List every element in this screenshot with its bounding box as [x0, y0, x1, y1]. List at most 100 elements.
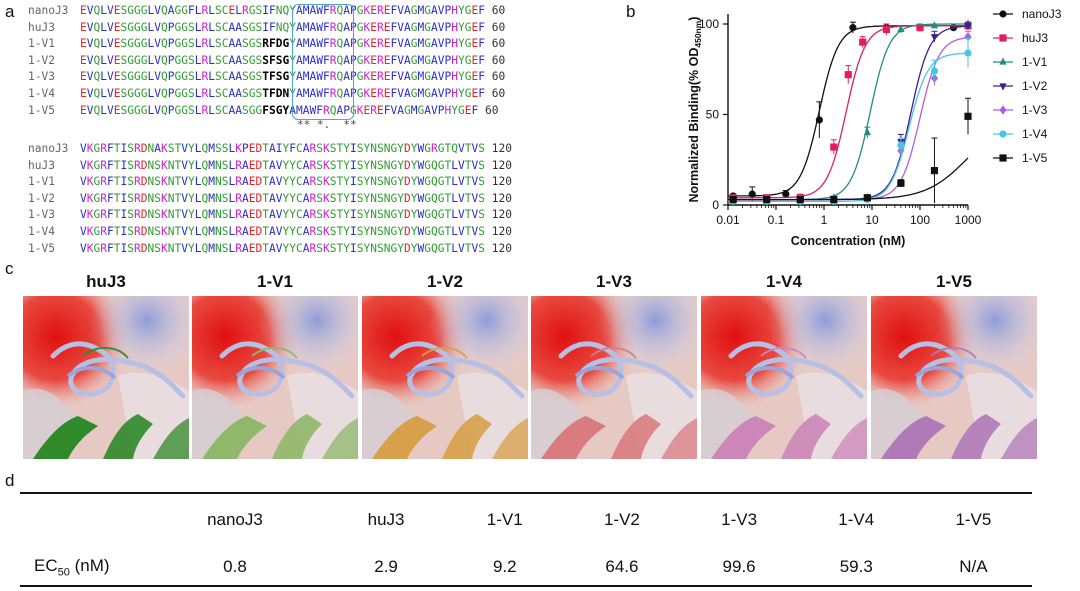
- structure-render: [871, 296, 1037, 459]
- ec50-corner-cell: [20, 495, 144, 545]
- binding-curve-chart: 0.01 0.1 1 10 100 1000 0 50 100 Concentration (nM…: [687, 7, 1062, 248]
- data-point: [863, 194, 871, 202]
- sequence-residues: VKGRFTISRDNSKNTVYLQMNSLRAEDTAVYYCARSKSTY…: [80, 191, 485, 205]
- sequence-residues: VKGRFTISRDNSKNTVYLQMNSLRAEDTAVYYCARSKSTY…: [80, 175, 485, 189]
- structure-render: [362, 296, 528, 459]
- ec50-header-row: nanoJ3 huJ3 1-V1 1-V2 1-V3 1-V4 1-V5: [20, 495, 1032, 545]
- structure-title: 1-V4: [766, 272, 802, 291]
- sequence-residues: VKGRFTISRDNSKNTVYLQMNSLRAEDTAVYYCARSKSTY…: [80, 241, 485, 255]
- sequence-position: 120: [485, 241, 512, 255]
- data-point: [897, 179, 905, 187]
- alignment-row: nanoJ3 VKGRFTISRDNAKSTVYLQMSSLKPEDTAIYFCA…: [28, 141, 512, 158]
- ec50-header-nanoJ3: nanoJ3: [207, 510, 263, 529]
- sequence-residues: EVQLVESGGGLVQPGGSLRLSCAASGSRFDGYAMAWFRQA…: [80, 37, 485, 51]
- structure-render: [531, 296, 697, 459]
- data-point: [859, 38, 867, 46]
- ec50-header-1-V1: 1-V1: [486, 510, 523, 529]
- data-point: [964, 23, 972, 31]
- sequence-position: 120: [485, 224, 512, 238]
- legend-marker: [999, 57, 1007, 65]
- sequence-name: 1-V5: [28, 241, 55, 255]
- legend-marker: [999, 10, 1007, 18]
- legend-label-nanoJ3: nanoJ3: [1022, 7, 1062, 21]
- data-point: [930, 21, 939, 29]
- sequence-residues: VKGRFTISRDNAKSTVYLQMSSLKPEDTAIYFCARSKSTY…: [80, 142, 485, 155]
- alignment-row: huJ3 EVQLVESGGGLVQPGGSLRLSCAASGSIFNQYAMAW…: [28, 20, 505, 37]
- series-1-V5: [728, 97, 971, 204]
- table-top-rule: [20, 492, 1032, 494]
- sequence-name: nanoJ3: [28, 142, 69, 155]
- data-point: [897, 24, 905, 33]
- legend-label-1-V4: 1-V4: [1022, 127, 1048, 141]
- data-point: [830, 195, 838, 204]
- sequence-residues: EVQLVESGGGLVQPGGSLRLSCAASGSSFSGYAMAWFRQA…: [80, 53, 485, 67]
- sequence-position: 120: [485, 142, 512, 155]
- data-point: [897, 141, 905, 149]
- data-point: [882, 25, 891, 34]
- panel-label-c: c: [5, 259, 14, 278]
- data-point: [844, 71, 852, 79]
- sequence-residues: EVQLVESGGGLVQPGGSLRLSCAASGSTFSGYAMAWFRQA…: [80, 70, 485, 84]
- cdr1-highlight-box: [292, 4, 354, 120]
- legend-label-huJ3: huJ3: [1022, 31, 1048, 45]
- ec50-header-1-V5: 1-V5: [955, 510, 992, 529]
- y-tick-label: 0: [712, 198, 719, 212]
- ec50-value-1-V5: N/A: [959, 557, 988, 576]
- ec50-label-sub: 50: [57, 566, 70, 579]
- conservation-markers: ** *. **: [297, 118, 357, 131]
- sequence-name: 1-V2: [28, 191, 55, 205]
- sequence-position: 120: [485, 175, 512, 189]
- y-axis-label-sub: 450nm: [693, 20, 703, 47]
- ec50-value-row: EC50 (nM) 0.8 2.9 9.2 64.6 99.6 59.3 N/A: [20, 545, 1032, 589]
- alignment-row: 1-V5 VKGRFTISRDNSKNTVYLQMNSLRAEDTAVYYCARS…: [28, 241, 512, 258]
- structure-title: 1-V1: [257, 272, 293, 291]
- panel-label-a: a: [5, 2, 15, 21]
- data-point: [964, 49, 972, 57]
- structure-render: [701, 296, 867, 459]
- ec50-table: nanoJ3 huJ3 1-V1 1-V2 1-V3 1-V4 1-V5 EC5…: [20, 495, 1032, 589]
- alignment-row: 1-V4 VKGRFTISRDNSKNTVYLQMNSLRAEDTAVYYCARS…: [28, 224, 512, 241]
- x-tick-label: 10: [865, 213, 879, 227]
- data-point: [849, 24, 857, 32]
- ec50-header-1-V3: 1-V3: [721, 510, 758, 529]
- x-tick-label: 0.1: [768, 213, 785, 227]
- x-tick-label: 1: [821, 213, 828, 227]
- legend-marker: [999, 130, 1007, 138]
- ec50-label-main: EC: [34, 555, 58, 575]
- sequence-position: 60: [485, 4, 506, 17]
- structure-image: [871, 296, 1037, 459]
- sequence-name: 1-V3: [28, 70, 55, 84]
- x-tick-label: 1000: [955, 213, 982, 227]
- alignment-row: huJ3 VKGRFTISRDNSKNTVYLQMNSLRAEDTAVYYCARS…: [28, 158, 512, 175]
- sequence-residues: EVQLVESGGGLVQPGGSLRLSCAASGGFSGYAMAWFRQAP…: [80, 103, 479, 117]
- ec50-row-label: EC50 (nM): [20, 545, 144, 589]
- y-axis-label: Normalized Binding(% OD450nm): [687, 17, 703, 203]
- structure-image: [701, 296, 867, 459]
- sequence-position: 120: [485, 158, 512, 172]
- ec50-value-nanoJ3: 0.8: [223, 557, 247, 576]
- data-point: [964, 112, 972, 120]
- data-point: [796, 195, 804, 204]
- panel-label-d: d: [5, 471, 15, 490]
- data-point: [916, 24, 924, 32]
- alignment-row: nanoJ3 EVQLVESGGGLVQAGGFLRLSCELRGSIFNQYAM…: [28, 3, 505, 20]
- sequence-name: nanoJ3: [28, 4, 69, 17]
- structure-title: huJ3: [86, 272, 126, 291]
- sequence-position: 60: [485, 20, 506, 34]
- sequence-name: 1-V3: [28, 208, 55, 222]
- data-point: [763, 195, 771, 204]
- legend-label-1-V2: 1-V2: [1022, 79, 1048, 93]
- sequence-name: 1-V2: [28, 53, 55, 67]
- sequence-name: 1-V4: [28, 86, 55, 100]
- sequence-position: 60: [485, 37, 506, 51]
- sequence-name: huJ3: [28, 20, 55, 34]
- ec50-header-1-V2: 1-V2: [603, 510, 640, 529]
- alignment-row: 1-V5 EVQLVESGGGLVQPGGSLRLSCAASGGFSGYAMAWF…: [28, 103, 505, 120]
- legend-label-1-V5: 1-V5: [1022, 151, 1048, 165]
- alignment-row: 1-V4 EVQLVESGGGLVQPGGSLRLSCAASGSTFDNYAMAW…: [28, 86, 505, 103]
- sequence-position: 60: [478, 103, 499, 117]
- data-point: [830, 143, 838, 151]
- alignment-row: 1-V1 VKGRFTISRDNSKNTVYLQMNSLRAEDTAVYYCARS…: [28, 174, 512, 191]
- legend-marker: [999, 154, 1007, 162]
- alignment-row: 1-V1 EVQLVESGGGLVQPGGSLRLSCAASGSRFDGYAMAW…: [28, 36, 505, 53]
